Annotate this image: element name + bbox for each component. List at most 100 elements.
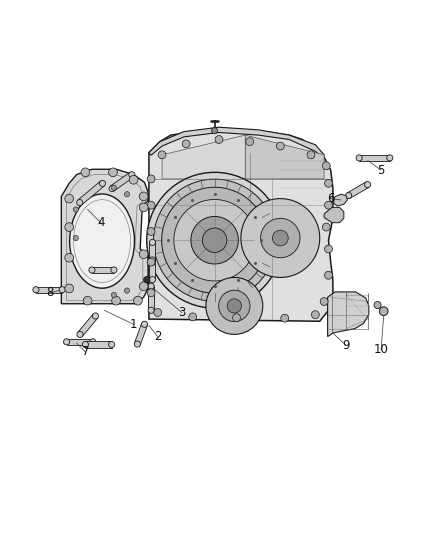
Circle shape [109,342,115,348]
Circle shape [325,201,332,209]
Circle shape [325,245,332,253]
Polygon shape [134,324,148,345]
Circle shape [73,236,78,241]
Polygon shape [162,135,245,179]
Circle shape [189,313,197,321]
Circle shape [158,151,166,159]
Circle shape [174,199,255,281]
Text: 4: 4 [97,216,105,229]
Circle shape [134,341,141,347]
Circle shape [149,259,155,265]
Polygon shape [78,314,98,336]
Circle shape [124,288,130,293]
Circle shape [65,253,74,262]
Polygon shape [149,127,324,159]
Circle shape [65,223,74,231]
Circle shape [202,228,227,253]
Polygon shape [61,169,148,304]
Circle shape [379,307,388,316]
Circle shape [90,339,96,345]
Circle shape [81,168,90,177]
Text: 2: 2 [154,330,162,343]
Circle shape [129,172,135,178]
Polygon shape [78,181,105,205]
Polygon shape [110,172,134,191]
Ellipse shape [70,194,134,288]
Circle shape [215,135,223,143]
Circle shape [227,299,241,313]
Circle shape [374,302,381,309]
Circle shape [77,199,83,206]
Polygon shape [149,128,333,321]
Circle shape [109,168,117,177]
Circle shape [219,290,250,321]
Circle shape [206,278,263,334]
Polygon shape [328,292,369,336]
Circle shape [73,207,78,212]
Circle shape [139,192,148,201]
Circle shape [65,284,74,293]
Circle shape [191,216,238,264]
Polygon shape [347,182,369,198]
Polygon shape [85,342,112,348]
Circle shape [241,199,320,278]
Circle shape [33,287,39,293]
Circle shape [147,175,155,183]
Circle shape [149,277,155,282]
Circle shape [212,128,218,134]
Circle shape [307,151,315,159]
Circle shape [77,332,83,337]
Text: 6: 6 [327,192,335,205]
Circle shape [92,313,99,319]
Circle shape [64,339,70,345]
Circle shape [139,282,148,290]
Circle shape [325,271,332,279]
Polygon shape [67,339,93,345]
Circle shape [322,162,330,169]
Circle shape [356,155,362,161]
Circle shape [162,187,268,293]
Circle shape [134,296,142,305]
Circle shape [322,223,330,231]
Text: 8: 8 [47,286,54,300]
Circle shape [320,297,328,305]
Circle shape [139,203,148,212]
Polygon shape [148,286,154,310]
Circle shape [82,342,88,348]
Circle shape [387,155,393,161]
Circle shape [346,192,352,199]
Circle shape [281,314,289,322]
Circle shape [272,230,288,246]
Circle shape [147,201,155,209]
Circle shape [149,257,155,263]
Circle shape [149,239,155,246]
Circle shape [148,307,154,313]
Polygon shape [359,155,390,161]
Text: 3: 3 [178,306,185,319]
Circle shape [111,292,117,297]
Circle shape [276,142,284,150]
Circle shape [246,138,254,146]
Circle shape [83,296,92,305]
Text: 9: 9 [342,339,350,352]
Circle shape [364,182,371,188]
Circle shape [59,287,65,293]
Circle shape [153,179,276,301]
Circle shape [147,258,155,266]
Circle shape [381,308,387,314]
Text: 5: 5 [378,164,385,176]
Circle shape [148,283,154,289]
Circle shape [311,311,319,319]
Polygon shape [245,135,324,179]
Circle shape [154,309,162,317]
Circle shape [99,180,106,187]
Circle shape [233,314,240,322]
Text: 7: 7 [81,345,89,358]
Polygon shape [334,194,347,206]
Circle shape [129,175,138,184]
Circle shape [139,250,148,259]
Circle shape [182,140,190,148]
Circle shape [111,267,117,273]
Polygon shape [149,243,155,260]
Polygon shape [149,262,155,280]
